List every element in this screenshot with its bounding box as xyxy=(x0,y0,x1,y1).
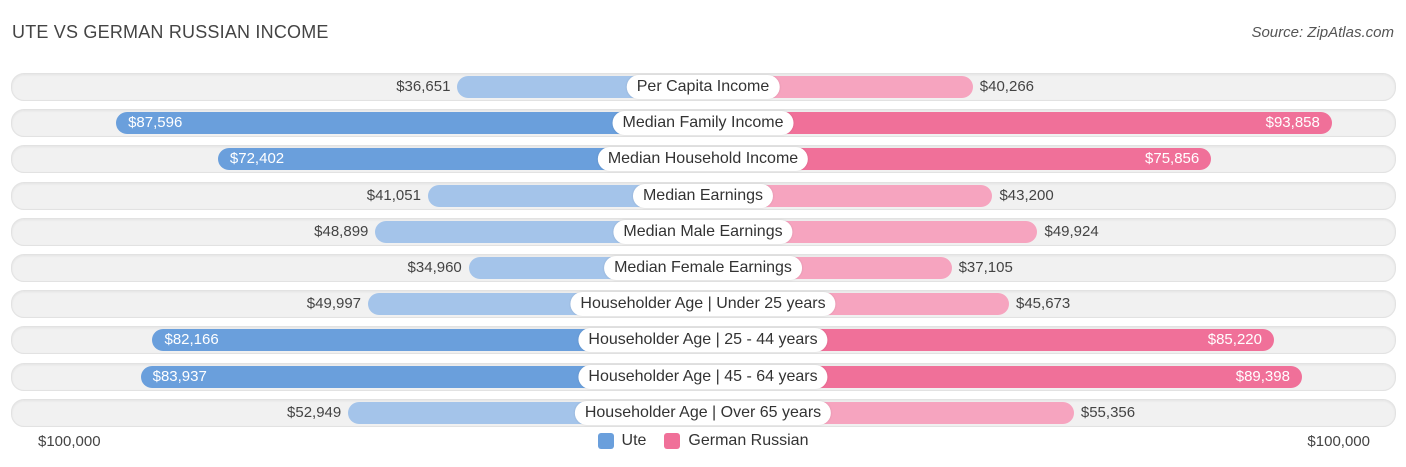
value-label-ute: $52,949 xyxy=(287,404,342,421)
value-label-german-russian: $89,398 xyxy=(1235,368,1290,385)
category-label: Median Earnings xyxy=(632,184,774,208)
bar-german-russian[interactable] xyxy=(703,366,1302,388)
value-label-german-russian: $75,856 xyxy=(1145,150,1200,167)
legend: Ute German Russian xyxy=(0,432,1406,450)
category-label: Householder Age | 25 - 44 years xyxy=(578,328,828,352)
legend-swatch-ute xyxy=(597,433,614,449)
category-label: Per Capita Income xyxy=(626,75,780,99)
axis-right-label: $100,000 xyxy=(1307,433,1370,450)
bar-german-russian[interactable] xyxy=(703,148,1212,170)
value-label-ute: $83,937 xyxy=(152,368,207,385)
value-label-ute: $36,651 xyxy=(396,78,451,95)
value-label-ute: $87,596 xyxy=(128,114,183,131)
value-label-german-russian: $40,266 xyxy=(979,78,1035,95)
value-label-ute: $48,899 xyxy=(314,223,369,240)
value-label-german-russian: $93,858 xyxy=(1265,114,1320,131)
bar-german-russian[interactable] xyxy=(703,329,1274,351)
source-label: Source: ZipAtlas.com xyxy=(1251,24,1394,41)
legend-label-german-russian: German Russian xyxy=(688,432,809,449)
category-label: Householder Age | Under 25 years xyxy=(570,292,836,316)
bar-german-russian[interactable] xyxy=(703,112,1332,134)
bar-ute[interactable] xyxy=(152,329,703,351)
value-label-german-russian: $37,105 xyxy=(958,259,1013,276)
legend-item-german-russian[interactable]: German Russian xyxy=(664,432,808,450)
value-label-german-russian: $45,673 xyxy=(1016,295,1071,312)
value-label-german-russian: $55,356 xyxy=(1080,404,1136,421)
value-label-german-russian: $49,924 xyxy=(1044,223,1099,240)
bar-ute[interactable] xyxy=(217,148,703,170)
chart-title: UTE VS GERMAN RUSSIAN INCOME xyxy=(12,22,329,42)
bar-ute[interactable] xyxy=(140,366,703,388)
axis-left-label: $100,000 xyxy=(38,433,101,450)
value-label-ute: $82,166 xyxy=(164,331,219,348)
category-label: Householder Age | 45 - 64 years xyxy=(578,365,828,389)
bar-german-russian[interactable] xyxy=(703,185,993,207)
value-label-ute: $34,960 xyxy=(407,259,462,276)
legend-label-ute: Ute xyxy=(621,432,647,449)
category-label: Median Female Earnings xyxy=(604,256,802,280)
category-label: Householder Age | Over 65 years xyxy=(574,401,832,425)
value-label-german-russian: $43,200 xyxy=(999,187,1054,204)
category-label: Median Family Income xyxy=(612,111,794,135)
value-label-german-russian: $85,220 xyxy=(1207,331,1262,348)
category-label: Median Male Earnings xyxy=(613,220,793,244)
bar-ute[interactable] xyxy=(116,112,703,134)
value-label-ute: $49,997 xyxy=(306,295,362,312)
category-label: Median Household Income xyxy=(597,147,809,171)
legend-swatch-german-russian xyxy=(664,433,681,449)
value-label-ute: $72,402 xyxy=(229,150,285,167)
value-label-ute: $41,051 xyxy=(366,187,421,204)
legend-item-ute[interactable]: Ute xyxy=(597,432,647,450)
